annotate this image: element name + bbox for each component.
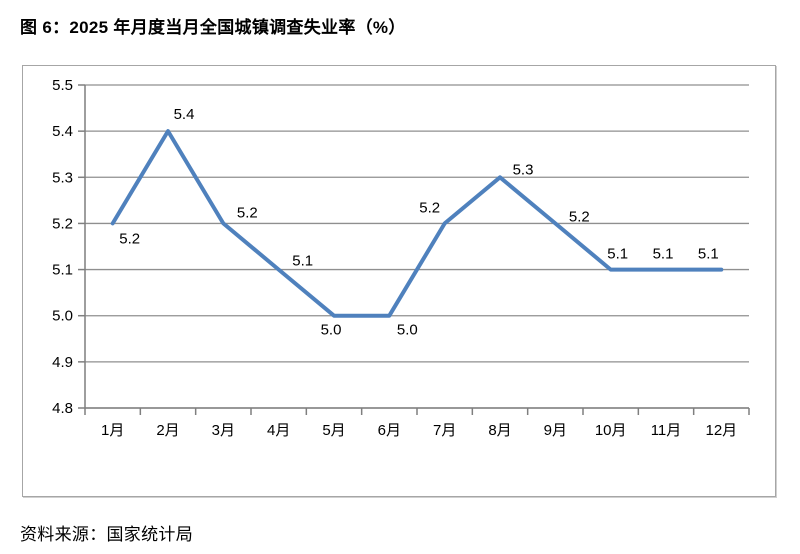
- x-axis-category-label: 4月: [267, 422, 290, 439]
- x-axis-category-label: 6月: [378, 422, 401, 439]
- data-label: 5.3: [513, 161, 534, 178]
- data-label: 5.1: [698, 246, 719, 263]
- x-axis-category-label: 7月: [433, 422, 456, 439]
- x-axis-category-label: 10月: [595, 422, 627, 439]
- data-label: 5.2: [119, 230, 140, 247]
- data-label: 5.4: [174, 106, 195, 123]
- x-axis-category-label: 1月: [101, 422, 124, 439]
- x-axis-category-label: 2月: [156, 422, 179, 439]
- x-axis-category-label: 5月: [322, 422, 345, 439]
- y-axis-tick-label: 5.0: [52, 308, 73, 325]
- y-axis-tick-label: 5.3: [52, 169, 73, 186]
- y-axis-tick-label: 4.9: [52, 354, 73, 371]
- x-axis-category-label: 3月: [212, 422, 235, 439]
- y-axis-tick-label: 5.4: [52, 123, 73, 140]
- y-axis-tick-label: 5.5: [52, 77, 73, 94]
- data-label: 5.2: [569, 208, 590, 225]
- data-label: 5.0: [397, 322, 418, 339]
- y-axis-tick-label: 4.8: [52, 400, 73, 417]
- source-note: 资料来源：国家统计局: [20, 525, 193, 544]
- x-axis-category-label: 9月: [544, 422, 567, 439]
- data-label: 5.1: [653, 246, 674, 263]
- unemployment-rate-line: [110, 129, 724, 318]
- data-label: 5.1: [607, 246, 628, 263]
- x-axis-category-label: 8月: [488, 422, 511, 439]
- y-axis-tick-label: 5.1: [52, 262, 73, 279]
- data-label: 5.1: [292, 253, 313, 270]
- figure-title: 图 6：2025 年月度当月全国城镇调查失业率（%）: [20, 18, 406, 37]
- x-axis-category-label: 11月: [651, 422, 682, 439]
- data-label: 5.2: [419, 199, 440, 216]
- data-label: 5.0: [321, 322, 342, 339]
- unemployment-line-chart: 5.5 5.4 5.3 5.2 5.1 5.0 4.9 4.8 1月 2月 3月 4月 5月 6月 7月 8月…: [52, 77, 750, 439]
- y-axis-tick-label: 5.2: [52, 215, 73, 232]
- chart-frame: 5.5 5.4 5.3 5.2 5.1 5.0 4.9 4.8 1月 2月 3月 4月 5月 6月 7月 8月…: [22, 65, 776, 497]
- x-axis-category-label: 12月: [705, 422, 737, 439]
- data-label: 5.2: [237, 204, 258, 221]
